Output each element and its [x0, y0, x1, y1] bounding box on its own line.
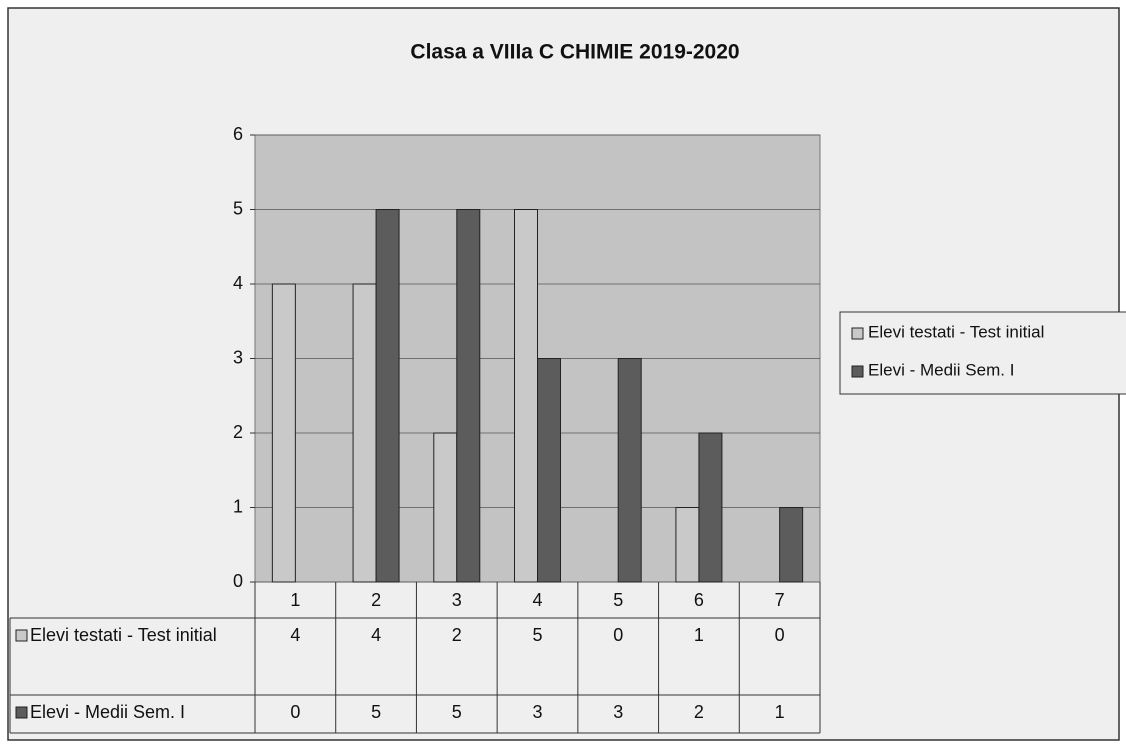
table-row-label: Elevi - Medii Sem. I [30, 702, 186, 722]
y-tick-label: 6 [233, 124, 243, 144]
legend-label: Elevi testati - Test initial [868, 322, 1044, 341]
bar [514, 209, 538, 583]
table-value: 0 [775, 625, 785, 645]
legend-key [851, 365, 864, 378]
bar [617, 358, 642, 583]
table-value: 5 [452, 702, 462, 722]
legend-box [839, 311, 1126, 395]
y-tick-label: 1 [233, 496, 243, 516]
table-row-label: Elevi testati - Test initial [30, 625, 217, 645]
bar [675, 507, 700, 583]
table-value: 1 [775, 702, 785, 722]
table-value: 1 [694, 625, 704, 645]
bar [271, 283, 296, 583]
x-tick-label: 4 [532, 590, 542, 610]
y-tick-label: 2 [233, 422, 243, 442]
x-tick-label: 3 [452, 590, 462, 610]
y-tick-label: 0 [233, 571, 243, 591]
bar [698, 432, 723, 583]
legend-key [851, 327, 864, 340]
bar [433, 432, 458, 583]
bar [456, 209, 481, 583]
y-tick-label: 4 [233, 273, 243, 293]
table-value: 2 [452, 625, 462, 645]
table-row-label-text: Elevi - Medii Sem. I [30, 702, 186, 722]
table-legend-key [15, 706, 28, 719]
x-tick-label: 2 [371, 590, 381, 610]
legend-label: Elevi - Medii Sem. I [868, 360, 1014, 379]
table-row-label-text: Elevi testati - Test initial [30, 625, 217, 645]
table-legend-key [15, 629, 28, 642]
bar [779, 507, 804, 583]
x-tick-label: 5 [613, 590, 623, 610]
x-tick-label: 1 [290, 590, 300, 610]
table-value: 3 [532, 702, 542, 722]
table-value: 5 [532, 625, 542, 645]
table-value: 3 [613, 702, 623, 722]
table-value: 2 [694, 702, 704, 722]
x-tick-label: 6 [694, 590, 704, 610]
table-value: 4 [371, 625, 381, 645]
chart-title: Clasa a VIIIa C CHIMIE 2019-2020 [410, 41, 739, 64]
y-tick-label: 5 [233, 198, 243, 218]
bar [537, 358, 561, 583]
bar [352, 283, 377, 583]
table-value: 0 [613, 625, 623, 645]
table-value: 5 [371, 702, 381, 722]
bar [375, 209, 400, 583]
table-value: 0 [290, 702, 300, 722]
table-value: 4 [290, 625, 300, 645]
y-tick-label: 3 [233, 347, 243, 367]
x-tick-label: 7 [775, 590, 785, 610]
